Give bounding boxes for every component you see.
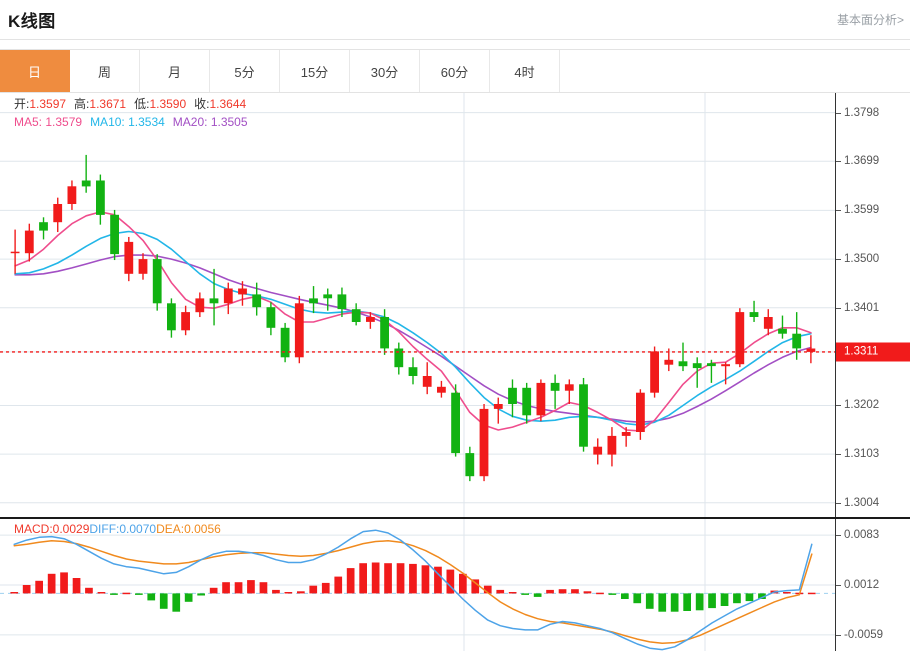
tab-5min[interactable]: 5分	[210, 50, 280, 92]
tab-4hour[interactable]: 4时	[490, 50, 560, 92]
price-axis-label: 1.3798	[844, 106, 880, 119]
tabbar-filler	[560, 50, 910, 92]
price-y-axis: 1.3311 1.3798 1.3699 1.3599 1.3500 1.3401 1.3…	[836, 93, 910, 517]
price-chart-panel: 开:1.3597 高:1.3671 低:1.3590 收:1.3644 MA5: 1.…	[0, 93, 910, 517]
macd-axis-label: -0.0059	[844, 628, 884, 641]
tab-week[interactable]: 周	[70, 50, 140, 92]
price-axis-label: 1.3103	[844, 448, 880, 461]
macd-axis-tick	[836, 634, 841, 636]
tab-day[interactable]: 日	[0, 50, 70, 92]
timeframe-tabbar: 日 周 月 5分 15分 30分 60分 4时	[0, 49, 910, 93]
price-axis-tick	[836, 405, 841, 407]
macd-plot-area[interactable]	[0, 519, 836, 651]
price-axis-tick	[836, 210, 841, 212]
price-axis-tick	[836, 112, 841, 114]
price-axis-label: 1.3401	[844, 301, 880, 314]
price-axis-label: 1.3599	[844, 204, 880, 217]
price-axis-label: 1.3699	[844, 155, 880, 168]
macd-axis-tick	[836, 535, 841, 537]
tab-month[interactable]: 月	[140, 50, 210, 92]
page-header: K线图 基本面分析>	[0, 0, 910, 40]
price-axis-label: 1.3004	[844, 496, 880, 509]
price-axis-tick	[836, 307, 841, 309]
macd-y-axis: 0.0083 0.0012 -0.0059	[836, 519, 910, 651]
macd-axis-label: 0.0012	[844, 579, 880, 591]
price-axis-label: 1.3202	[844, 399, 880, 412]
macd-chart-panel: MACD:0.0029DIFF:0.0070DEA:0.0056 0.0083 0…	[0, 517, 910, 651]
price-axis-tick	[836, 454, 841, 456]
tab-15min[interactable]: 15分	[280, 50, 350, 92]
macd-svg	[0, 519, 835, 651]
current-price-badge: 1.3311	[836, 342, 910, 362]
tab-60min[interactable]: 60分	[420, 50, 490, 92]
candlestick-plot-area[interactable]	[0, 93, 836, 517]
fundamental-analysis-link[interactable]: 基本面分析>	[836, 13, 904, 27]
candlestick-svg	[0, 93, 835, 517]
price-axis-label: 1.3500	[844, 253, 880, 266]
macd-axis-tick	[836, 585, 841, 586]
price-axis-tick	[836, 161, 841, 163]
price-axis-tick	[836, 259, 841, 261]
price-axis-tick	[836, 502, 841, 504]
page-title: K线图	[8, 12, 56, 31]
tab-30min[interactable]: 30分	[350, 50, 420, 92]
macd-axis-label: 0.0083	[844, 529, 880, 542]
